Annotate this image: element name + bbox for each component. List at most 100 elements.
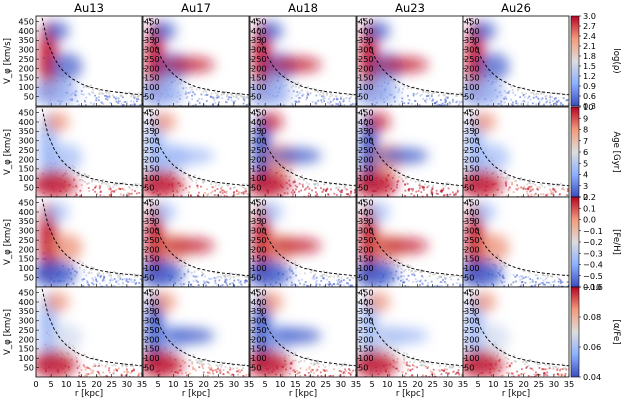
y-tick-label: 150 <box>358 254 374 264</box>
y-tick-label: 300 <box>144 226 160 236</box>
y-tick-label: 200 <box>464 63 480 73</box>
density-field <box>250 202 322 287</box>
y-tick-label: 200 <box>18 63 34 73</box>
y-tick-label: 250 <box>144 325 160 335</box>
y-tick-label: 50 <box>144 182 154 192</box>
escape-velocity-curve <box>41 17 142 96</box>
colorbar-density: 0.30.60.91.21.51.82.12.42.73.0 log(ρ) <box>570 11 621 111</box>
y-tick-label: 200 <box>144 244 160 254</box>
y-tick-label: 150 <box>144 254 160 264</box>
density-field <box>357 112 429 197</box>
y-tick-label: 450 <box>251 107 267 117</box>
density-field <box>36 112 83 197</box>
y-tick-label: 300 <box>358 45 374 55</box>
y-tick-label: 300 <box>18 226 34 236</box>
y-tick-label: 400 <box>18 297 34 307</box>
y-tick-label: 50 <box>358 272 368 282</box>
panel-frame <box>462 15 570 107</box>
y-tick-label: 400 <box>144 207 160 217</box>
panel-grid: 50100150200250300350400450Au135010015020… <box>18 1 574 399</box>
y-tick-label: 200 <box>358 334 374 344</box>
y-tick-label: 100 <box>464 82 480 92</box>
y-tick-label: 150 <box>18 73 34 83</box>
panel-ticks <box>462 21 570 106</box>
y-tick-label: 400 <box>464 26 480 36</box>
y-tick-label: 250 <box>464 235 480 245</box>
axes-labels: V_φ [km/s] V_φ [km/s] V_φ [km/s] V_φ [km/s] <box>3 38 13 355</box>
colorbar-label: [α/Fe] <box>611 319 621 344</box>
y-tick-label: 400 <box>464 117 480 127</box>
y-tick-label: 150 <box>251 164 267 174</box>
y-tick-label: 200 <box>358 154 374 164</box>
y-tick-label: 150 <box>18 254 34 264</box>
y-tick-label: 150 <box>358 73 374 83</box>
x-tick-label: 5 <box>156 379 161 389</box>
panel-ticks <box>35 292 143 377</box>
y-tick-label: 100 <box>251 263 267 273</box>
y-tick-label: 50 <box>358 91 368 101</box>
y-tick-label: 300 <box>251 136 267 146</box>
colorbars: 0.30.60.91.21.51.82.12.42.73.0 log(ρ) 234 5… <box>570 11 621 382</box>
colorbar-label: [Fe/H] <box>611 229 621 255</box>
y-tick-label: 100 <box>18 263 34 273</box>
panel-ticks <box>356 21 464 106</box>
y-tick-label: 250 <box>144 235 160 245</box>
y-tick-label: 350 <box>358 306 374 316</box>
density-field <box>143 21 215 106</box>
density-field <box>463 21 510 106</box>
escape-velocity-curve <box>362 198 463 277</box>
y-tick-label: 350 <box>18 306 34 316</box>
colorbar-tick-label: 0.2 <box>583 192 596 202</box>
x-tick-label: 20 <box>518 379 528 389</box>
y-tick-label: 50 <box>358 182 368 192</box>
escape-velocity-curve <box>255 198 356 277</box>
x-tick-label: 10 <box>488 379 498 389</box>
escape-velocity-curve <box>362 17 463 96</box>
x-tick-label: 25 <box>107 379 117 389</box>
colorbar-tick-label: −0.2 <box>583 237 603 247</box>
escape-velocity-curve <box>468 17 569 96</box>
colorbar-tick-label: 10 <box>583 102 593 112</box>
y-tick-label: 150 <box>144 344 160 354</box>
y-tick-label: 300 <box>251 316 267 326</box>
x-axis-label: r [kpc] <box>396 389 424 399</box>
y-tick-label: 100 <box>464 173 480 183</box>
y-tick-label: 350 <box>358 35 374 45</box>
colorbar-tick-label: 8 <box>583 125 588 135</box>
y-tick-label: 450 <box>251 197 267 207</box>
y-tick-label: 200 <box>251 154 267 164</box>
y-tick-label: 300 <box>251 45 267 55</box>
y-tick-label: 300 <box>464 136 480 146</box>
y-tick-label: 300 <box>18 136 34 146</box>
x-tick-label: 25 <box>428 379 438 389</box>
colorbar-scale <box>570 286 580 378</box>
y-tick-label: 200 <box>251 244 267 254</box>
y-tick-label: 100 <box>251 353 267 363</box>
y-tick-label: 300 <box>358 136 374 146</box>
density-field <box>357 292 429 377</box>
y-tick-label: 200 <box>251 334 267 344</box>
y-tick-label: 100 <box>358 173 374 183</box>
y-tick-label: 300 <box>144 136 160 146</box>
y-tick-label: 100 <box>251 173 267 183</box>
y-tick-label: 400 <box>144 117 160 127</box>
y-axis-label: V_φ [km/s] <box>3 219 13 265</box>
y-axis-label: V_φ [km/s] <box>3 309 13 355</box>
panel-frame <box>249 286 357 378</box>
y-tick-label: 250 <box>144 145 160 155</box>
x-tick-label: 30 <box>122 379 132 389</box>
escape-velocity-curve <box>255 288 356 367</box>
y-tick-label: 50 <box>144 362 154 372</box>
y-tick-label: 450 <box>144 197 160 207</box>
y-tick-label: 200 <box>251 63 267 73</box>
y-tick-label: 250 <box>464 325 480 335</box>
x-tick-label: 20 <box>412 379 422 389</box>
density-field <box>463 112 510 197</box>
colorbar-metallicity: −0.6−0.5−0.4 −0.3−0.2−0.10.0 0.10.2 [Fe/H] <box>570 192 621 292</box>
panel-ticks <box>462 112 570 197</box>
density-field <box>463 292 510 377</box>
colorbar-tick-label: 0.1 <box>583 203 596 213</box>
